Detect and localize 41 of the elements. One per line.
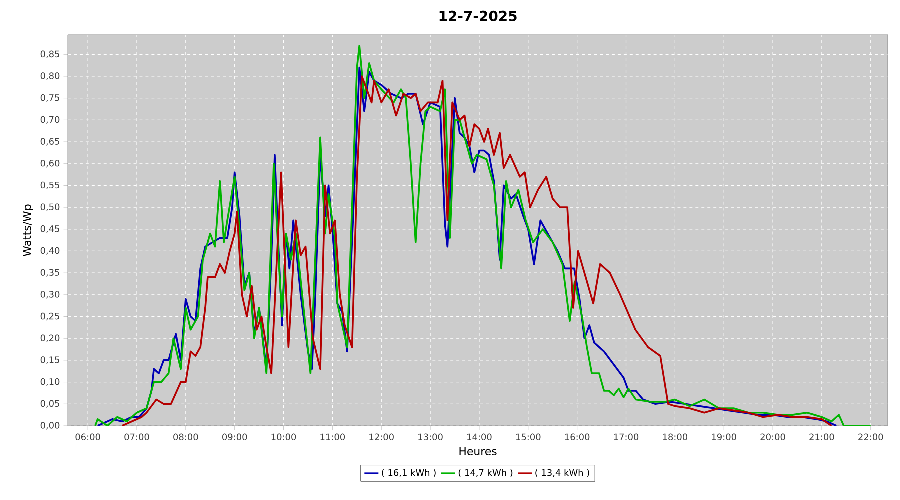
y-tick-label: 0,85 xyxy=(40,50,60,58)
x-tick-label: 21:00 xyxy=(810,434,834,441)
x-tick-label: 09:00 xyxy=(222,434,248,441)
x-tick-label: 15:00 xyxy=(516,434,541,441)
y-tick-label: 0,00 xyxy=(40,422,60,430)
x-tick-label: 11:00 xyxy=(320,434,346,441)
x-tick-label: 07:00 xyxy=(124,434,150,441)
y-tick-label: 0,75 xyxy=(40,94,60,102)
y-tick-label: 0,80 xyxy=(40,72,60,80)
x-tick-label: 10:00 xyxy=(272,434,296,441)
y-tick-label: 0,55 xyxy=(40,182,60,190)
x-tick-label: 22:00 xyxy=(858,434,884,441)
y-tick-label: 0,65 xyxy=(40,138,60,146)
y-tick-label: 0,20 xyxy=(40,334,60,342)
x-tick-label: 08:00 xyxy=(174,434,198,441)
y-tick-label: 0,60 xyxy=(40,160,60,168)
y-tick-label: 0,70 xyxy=(40,116,60,124)
x-axis-title: Heures xyxy=(460,447,497,456)
legend-label: ( 13,4 kWh ) xyxy=(536,469,590,478)
y-tick-label: 0,45 xyxy=(40,226,60,234)
y-tick-label: 0,40 xyxy=(40,247,60,256)
x-tick-label: 16:00 xyxy=(565,434,590,441)
legend-label: ( 16,1 kWh ) xyxy=(382,469,436,478)
y-axis-title: Watts/Wp xyxy=(23,204,34,256)
legend-label: ( 14,7 kWh ) xyxy=(458,469,513,478)
y-tick-label: 0,25 xyxy=(40,312,60,321)
y-tick-label: 0,05 xyxy=(40,400,60,408)
y-tick-label: 0,15 xyxy=(40,356,60,364)
x-tick-label: 20:00 xyxy=(760,434,786,441)
y-tick-label: 0,30 xyxy=(40,291,60,299)
x-tick-label: 06:00 xyxy=(76,434,100,441)
y-tick-label: 0,10 xyxy=(40,378,60,386)
x-tick-label: 14:00 xyxy=(468,434,492,441)
y-tick-label: 0,50 xyxy=(40,204,60,212)
x-tick-label: 17:00 xyxy=(614,434,639,441)
chart-title: 12-7-2025 xyxy=(440,10,517,22)
x-tick-label: 13:00 xyxy=(418,434,443,441)
x-tick-label: 19:00 xyxy=(712,434,736,441)
y-tick-label: 0,35 xyxy=(40,269,60,277)
x-tick-label: 18:00 xyxy=(663,434,688,441)
x-tick-label: 12:00 xyxy=(370,434,394,441)
